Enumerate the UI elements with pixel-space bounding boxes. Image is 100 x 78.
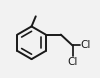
Text: Cl: Cl — [67, 57, 78, 67]
Text: Cl: Cl — [80, 40, 91, 50]
